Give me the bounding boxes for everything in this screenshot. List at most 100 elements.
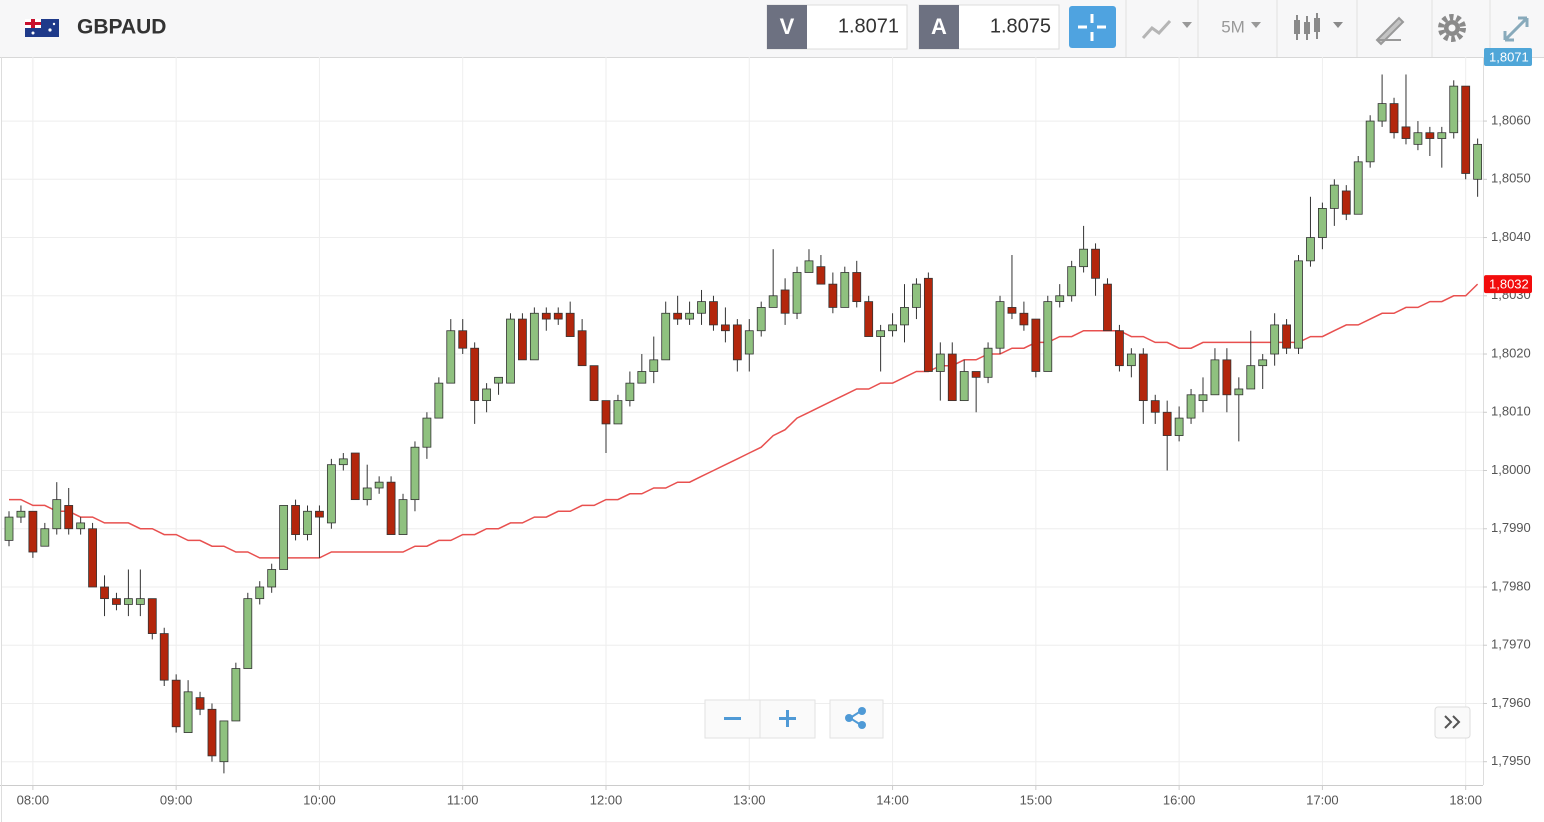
candle-body — [255, 586, 265, 600]
candle-body — [326, 464, 336, 524]
candle-body — [589, 365, 599, 402]
ma-marker — [1484, 275, 1532, 294]
settings-button[interactable] — [1438, 14, 1466, 42]
y-tick-label: 1,8010 — [1491, 404, 1531, 419]
candle-body — [28, 510, 38, 553]
candle-body — [279, 505, 289, 570]
candle-body — [768, 295, 778, 308]
candle-body — [291, 505, 300, 535]
candle-body — [661, 312, 671, 361]
fullscreen-button[interactable] — [1503, 16, 1529, 42]
chart-type-button[interactable] — [1141, 19, 1192, 40]
moving-average-layer — [9, 283, 1479, 559]
candle-body — [1413, 132, 1423, 145]
candle-body — [923, 277, 933, 372]
candle-body — [995, 301, 1005, 349]
candle-body — [1186, 394, 1196, 419]
candle-body — [1091, 248, 1100, 279]
candle-body — [1329, 184, 1339, 209]
share-button[interactable] — [829, 699, 884, 739]
y-tick-label: 1,8060 — [1491, 113, 1531, 128]
candle-body — [16, 510, 26, 518]
candle-body — [100, 586, 109, 600]
candle-body — [1401, 126, 1411, 139]
candle-body — [876, 330, 886, 337]
ask-label-box — [919, 5, 959, 49]
price-marker — [1484, 48, 1532, 66]
candle-body — [900, 307, 909, 326]
candle-body — [912, 283, 921, 308]
candle-body — [840, 272, 850, 308]
candle-body — [625, 382, 635, 402]
candle-body — [852, 272, 862, 303]
scroll-right-button[interactable] — [1434, 706, 1471, 739]
candle-body — [76, 522, 86, 530]
candle-body — [1007, 307, 1017, 314]
candle-body — [1341, 190, 1351, 215]
y-tick-label: 1,8020 — [1491, 345, 1531, 360]
x-tick-label: 16:00 — [1163, 792, 1196, 807]
draw-button[interactable] — [1375, 16, 1405, 46]
toolbar-separators — [1125, 0, 1491, 57]
candle-body — [1353, 161, 1363, 215]
candle-body — [159, 633, 169, 681]
candle-body — [1437, 132, 1447, 139]
candle-body — [219, 720, 229, 763]
candle-body — [541, 312, 551, 320]
candle-body — [243, 598, 253, 669]
crosshair-button[interactable] — [1069, 6, 1116, 48]
candle-body — [1389, 103, 1399, 134]
y-tick-label: 1,7990 — [1491, 520, 1531, 535]
candle-body — [1294, 260, 1303, 349]
x-tick-label: 08:00 — [17, 792, 50, 807]
candle-body — [386, 481, 396, 535]
timeframe[interactable]: 5M — [1221, 17, 1245, 36]
zoom-in-button[interactable] — [759, 699, 816, 739]
candle-body — [947, 353, 957, 402]
candle-body — [1449, 85, 1459, 134]
x-tick-label: 17:00 — [1306, 792, 1339, 807]
candle-body — [613, 400, 623, 425]
candle-body — [1043, 301, 1053, 372]
candle-body — [518, 318, 527, 361]
candle-body — [935, 353, 945, 372]
candle-body — [1282, 324, 1291, 349]
candle-body — [1126, 353, 1136, 367]
candle-body — [1198, 394, 1208, 402]
bid-label: V — [780, 14, 795, 39]
candle-body — [1067, 266, 1077, 297]
zoom-out-button[interactable] — [704, 699, 761, 739]
candle-body — [744, 330, 754, 355]
candle-type-button[interactable] — [1294, 13, 1343, 40]
y-tick-label: 1,8050 — [1491, 171, 1531, 186]
x-tick-label: 09:00 — [160, 792, 193, 807]
candle-body — [458, 330, 468, 349]
candle-body — [494, 376, 503, 384]
candle-body — [637, 371, 647, 384]
candle-body — [171, 679, 181, 728]
y-tick-label: 1,8040 — [1491, 229, 1531, 244]
candle-body — [1138, 353, 1148, 402]
candle-body — [971, 371, 981, 378]
x-tick-label: 13:00 — [733, 792, 766, 807]
y-tick-label: 1,7980 — [1491, 578, 1531, 593]
candle-body — [1425, 132, 1435, 139]
candle-body — [1258, 359, 1268, 367]
candle-body — [1150, 400, 1160, 413]
candle-body — [565, 312, 575, 337]
candle-body — [267, 569, 277, 588]
y-tick-label: 1,7950 — [1491, 753, 1531, 768]
symbol: GBPAUD — [77, 16, 166, 39]
candle-body — [1306, 237, 1315, 262]
x-tick-label: 10:00 — [303, 792, 336, 807]
x-tick-label: 12:00 — [590, 792, 623, 807]
candle-body — [792, 272, 802, 314]
candle-body — [1019, 312, 1029, 326]
candle-body — [959, 371, 969, 402]
y-tick-label: 1,8000 — [1491, 462, 1531, 477]
candle-body — [1473, 143, 1483, 180]
candle-body — [1162, 411, 1172, 436]
candle-body — [231, 668, 241, 722]
